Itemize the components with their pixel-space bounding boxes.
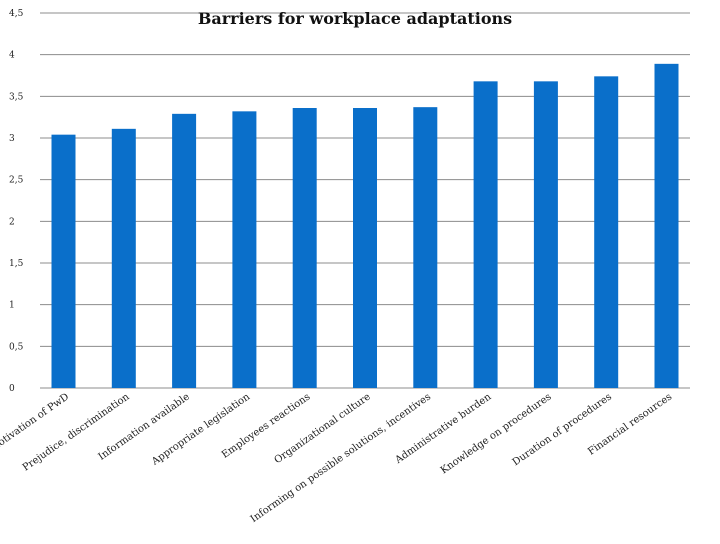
x-tick-label: Appropriate legislation — [149, 391, 252, 468]
y-tick-label: 0 — [9, 384, 15, 394]
y-tick-label: 3,5 — [9, 92, 24, 102]
y-tick-label: 0,5 — [9, 342, 24, 352]
x-tick-label: Duration of procedures — [511, 391, 614, 468]
x-tick-label: Prejudice, discrimination — [21, 391, 132, 473]
bar — [594, 76, 619, 388]
x-tick-label: Administrative burden — [393, 391, 494, 466]
x-tick-label: Organizational culture — [273, 391, 373, 466]
y-tick-label: 4 — [9, 51, 15, 61]
y-tick-label: 4,5 — [9, 9, 24, 19]
bar — [413, 107, 438, 389]
bar — [353, 108, 377, 388]
bar — [111, 128, 136, 389]
bars — [51, 63, 679, 389]
x-tick-label: Knowledge on procedures — [439, 391, 554, 476]
y-tick-label: 1 — [9, 301, 15, 311]
y-tick-label: 2,5 — [9, 176, 24, 186]
y-tick-label: 1,5 — [9, 259, 24, 269]
bar — [232, 111, 257, 388]
bar — [172, 113, 197, 388]
bar — [473, 81, 498, 388]
bar — [654, 63, 679, 388]
bar — [51, 134, 76, 388]
chart-title: Barriers for workplace adaptations — [198, 9, 512, 28]
bar — [533, 81, 558, 388]
y-tick-label: 2 — [9, 217, 15, 227]
y-tick-label: 3 — [9, 134, 15, 144]
bar — [292, 108, 317, 388]
y-axis-tick-labels: 0 0,5 1 1,5 2 2,5 3 3,5 4 4,5 — [9, 9, 24, 394]
